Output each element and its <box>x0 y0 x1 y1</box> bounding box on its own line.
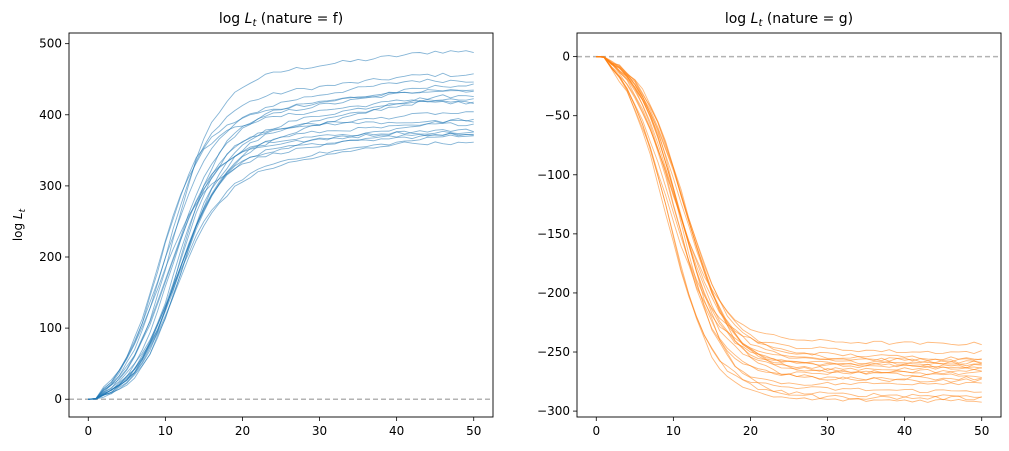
series-line-4 <box>596 56 982 363</box>
y-tick-label: 0 <box>54 392 62 406</box>
x-tick-label: 40 <box>389 424 404 438</box>
x-tick-label: 10 <box>158 424 173 438</box>
y-tick-label: 400 <box>39 108 62 122</box>
series-line-20 <box>596 56 982 364</box>
plot-area-f <box>69 50 493 400</box>
y-tick-label: −300 <box>537 404 570 418</box>
series-line-2 <box>88 72 474 400</box>
series-line-16 <box>596 56 982 401</box>
series-line-14 <box>596 56 982 394</box>
chart-title-f: log Lt (nature = f) <box>219 11 343 29</box>
y-tick-label: −100 <box>537 168 570 182</box>
series-line-19 <box>596 56 982 376</box>
x-tick-label: 0 <box>84 424 92 438</box>
plot-area-g <box>577 55 1001 403</box>
x-tick-label: 10 <box>666 424 681 438</box>
series-line-4 <box>88 83 474 400</box>
series-line-19 <box>88 141 474 400</box>
y-tick-label: 500 <box>39 37 62 51</box>
x-tick-label: 40 <box>897 424 912 438</box>
series-line-20 <box>88 119 474 400</box>
series-line-12 <box>88 118 474 400</box>
y-axis-label-f: log Lt <box>11 208 28 241</box>
series-line-15 <box>88 130 474 400</box>
chart-panel-g: 0 10 20 30 40 50 0 −50 −100 −150 −200 −250 −300 log … <box>537 11 1002 438</box>
series-line-8 <box>596 56 982 371</box>
y-tick-label: 100 <box>39 321 62 335</box>
tick-labels-g: 0 10 20 30 40 50 0 −50 −100 −150 −200 −250 −300 <box>537 50 989 438</box>
axes-frame-g <box>576 32 1002 418</box>
y-tick-label: 300 <box>39 179 62 193</box>
series-line-18 <box>596 56 982 369</box>
y-tick-label: −50 <box>545 109 570 123</box>
series-line-2 <box>596 56 982 354</box>
series-line-17 <box>596 56 982 403</box>
series-line-1 <box>88 50 474 400</box>
y-tick-label: 0 <box>562 50 570 64</box>
chart-title-g: log Lt (nature = g) <box>725 11 853 29</box>
x-tick-label: 30 <box>312 424 327 438</box>
x-tick-label: 20 <box>235 424 250 438</box>
series-line-18 <box>88 134 474 400</box>
y-tick-label: −150 <box>537 227 570 241</box>
series-line-6 <box>88 89 474 400</box>
series-line-17 <box>88 132 474 400</box>
series-line-9 <box>88 100 474 400</box>
y-tick-label: −200 <box>537 286 570 300</box>
x-tick-label: 30 <box>820 424 835 438</box>
y-tick-label: 200 <box>39 250 62 264</box>
series-line-3 <box>88 78 474 400</box>
series-line-12 <box>596 56 982 383</box>
x-tick-label: 0 <box>592 424 600 438</box>
x-tick-label: 50 <box>466 424 481 438</box>
series-line-8 <box>88 98 474 400</box>
y-tick-label: −250 <box>537 345 570 359</box>
x-tick-label: 20 <box>743 424 758 438</box>
axes-frame-f <box>68 32 494 418</box>
series-line-16 <box>88 132 474 400</box>
x-tick-label: 50 <box>974 424 989 438</box>
